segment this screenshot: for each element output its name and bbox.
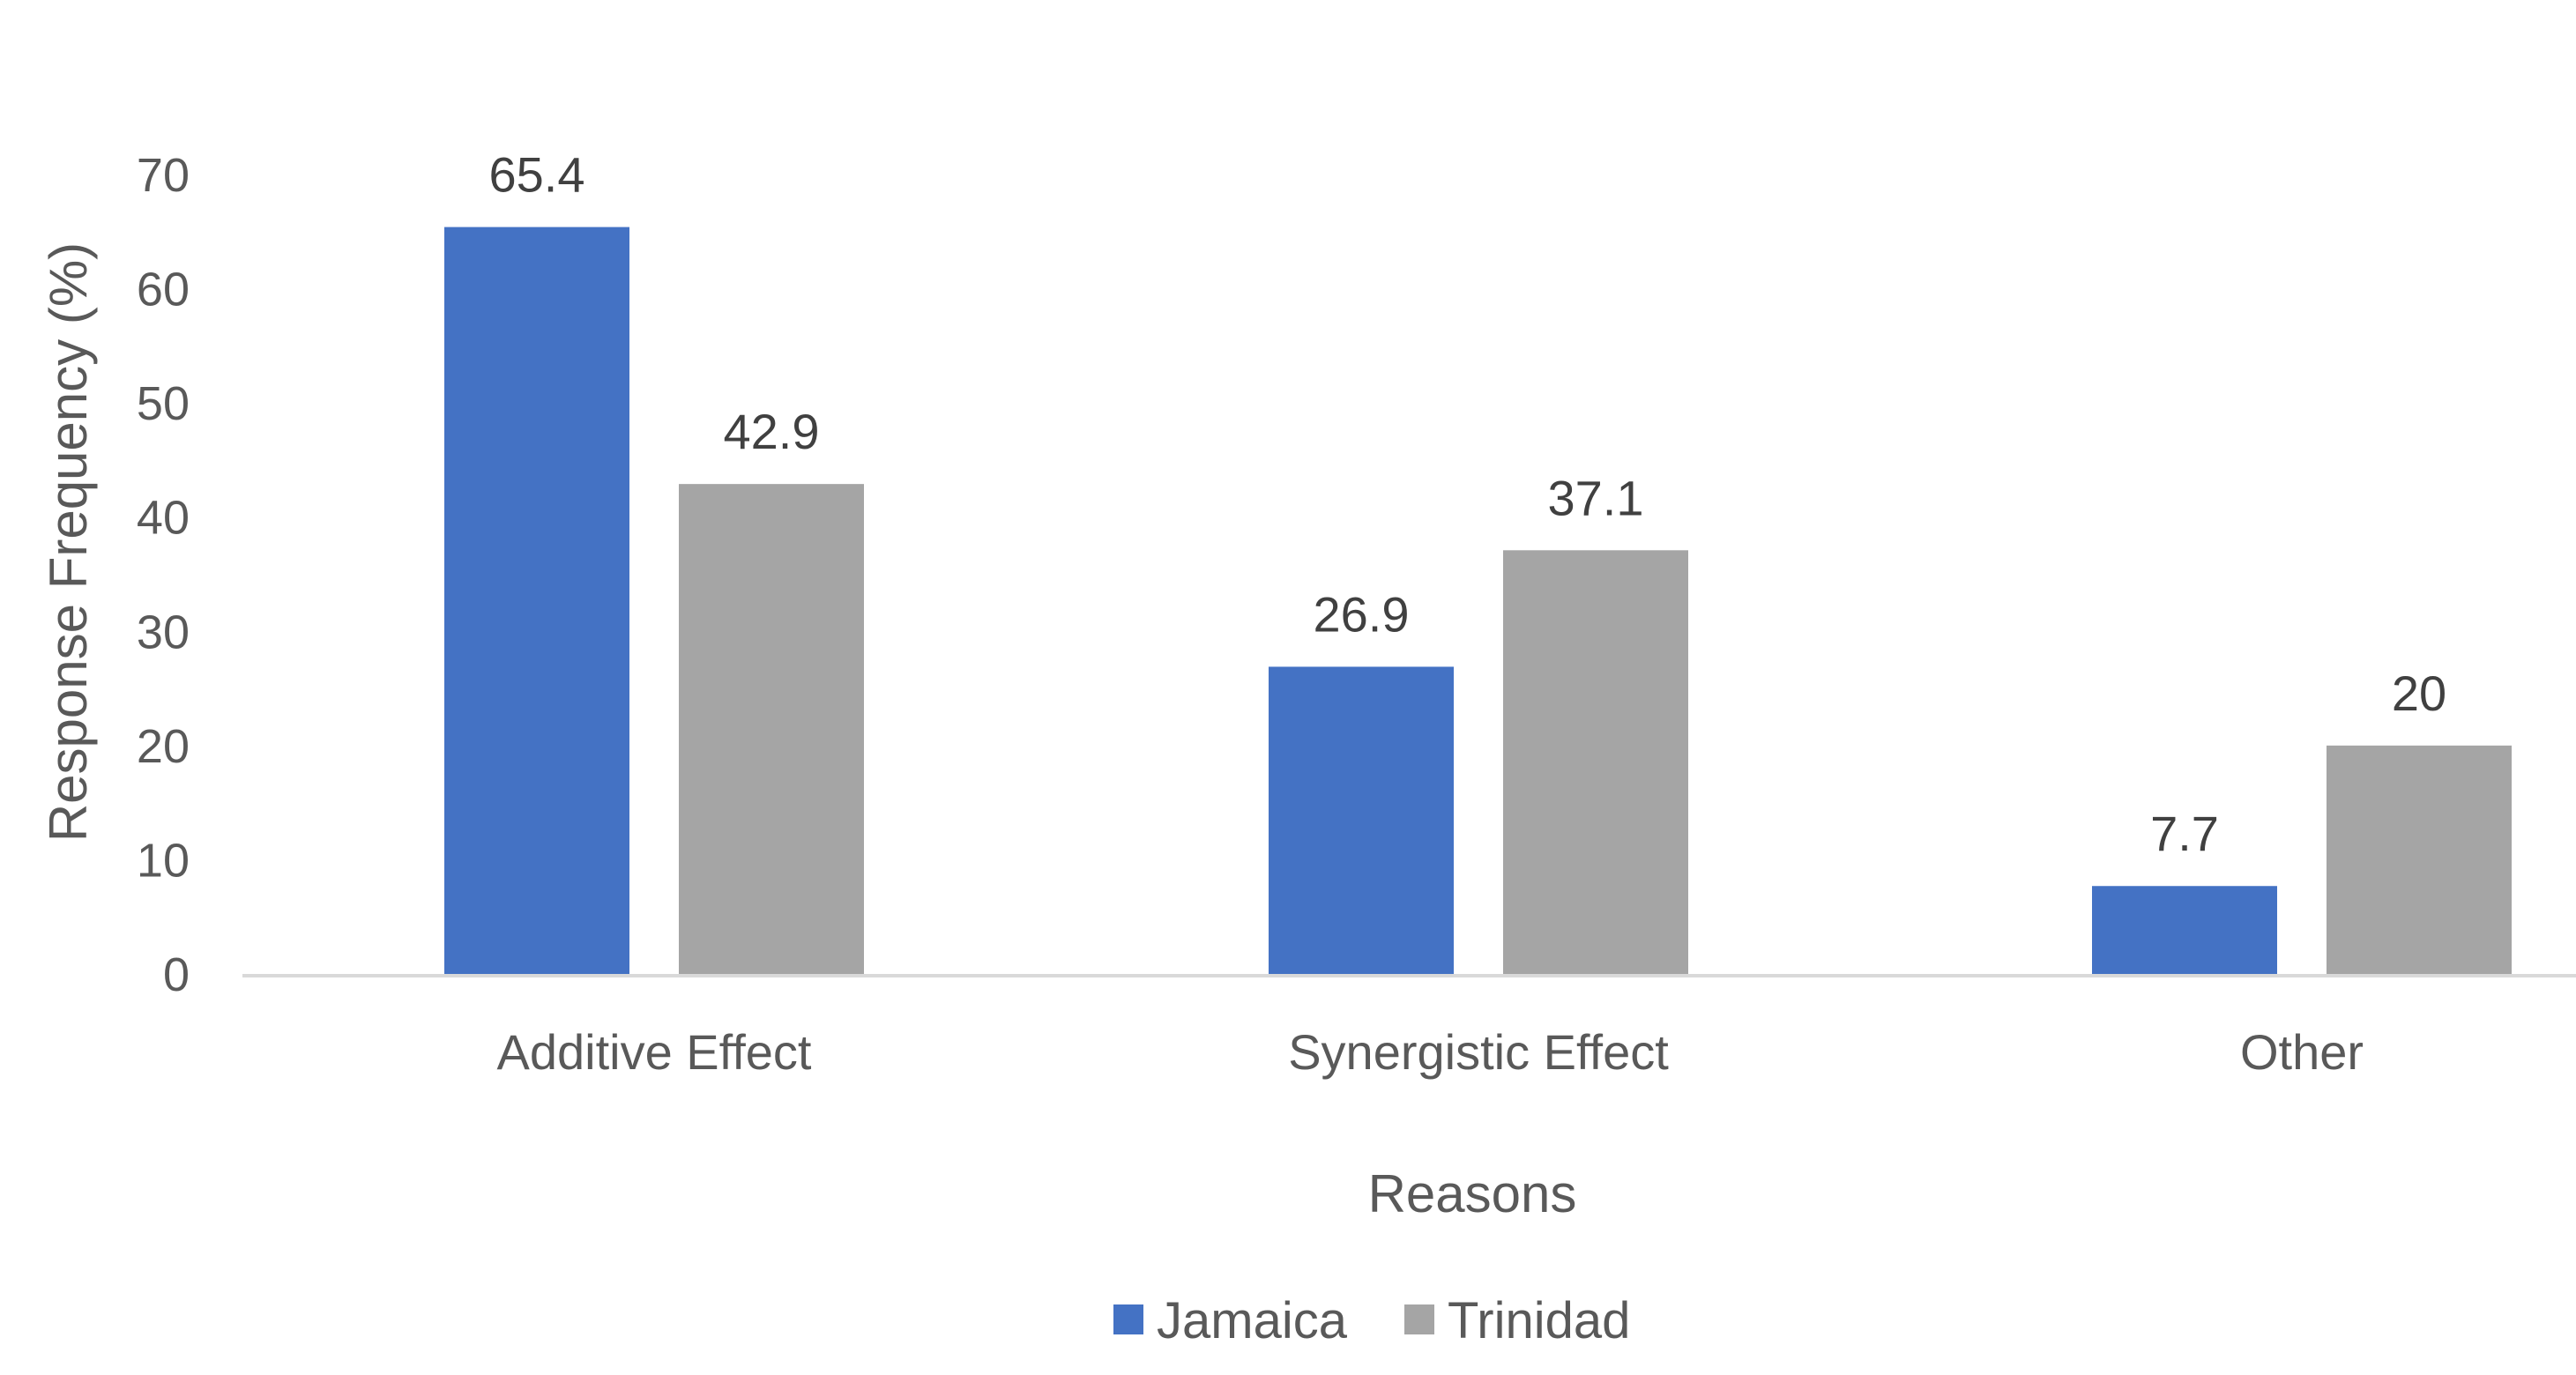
legend-label-trinidad: Trinidad	[1448, 1292, 1630, 1349]
bar-jamaica-1	[444, 227, 629, 974]
legend-swatch-trinidad	[1404, 1304, 1434, 1334]
category-labels: Additive Effect Synergistic Effect Other	[497, 1024, 2364, 1080]
y-axis-ticks: 0 10 20 30 40 50 60 70	[137, 149, 190, 1001]
y-tick-label: 20	[137, 720, 190, 773]
data-labels: 65.4 26.9 7.7 42.9 37.1 20	[489, 147, 2447, 862]
bar-jamaica-3	[2092, 886, 2277, 974]
bars	[444, 227, 2512, 974]
y-tick-label: 60	[137, 264, 190, 316]
bar-trinidad-3	[2327, 745, 2512, 974]
legend-swatch-jamaica	[1113, 1304, 1143, 1334]
bar-jamaica-2	[1269, 666, 1454, 974]
y-tick-label: 0	[163, 948, 190, 1001]
legend-label-jamaica: Jamaica	[1157, 1292, 1348, 1349]
x-axis-title: Reasons	[1368, 1164, 1577, 1223]
data-label: 37.1	[1548, 470, 1644, 525]
y-tick-label: 70	[137, 149, 190, 202]
x-category-label: Synergistic Effect	[1288, 1024, 1669, 1080]
y-tick-label: 10	[137, 834, 190, 887]
y-tick-label: 30	[137, 606, 190, 658]
y-tick-label: 50	[137, 377, 190, 430]
data-label: 20	[2392, 665, 2446, 721]
y-axis-title: Response Frequency (%)	[39, 242, 98, 842]
x-category-label: Other	[2240, 1024, 2364, 1080]
data-label: 65.4	[489, 147, 585, 203]
data-label: 26.9	[1314, 586, 1410, 642]
data-label: 42.9	[724, 404, 820, 459]
x-category-label: Additive Effect	[497, 1024, 812, 1080]
data-label: 7.7	[2150, 806, 2219, 861]
bar-trinidad-1	[679, 484, 864, 974]
bar-trinidad-2	[1503, 550, 1688, 974]
legend: Jamaica Trinidad	[1113, 1292, 1630, 1349]
y-tick-label: 40	[137, 492, 190, 545]
